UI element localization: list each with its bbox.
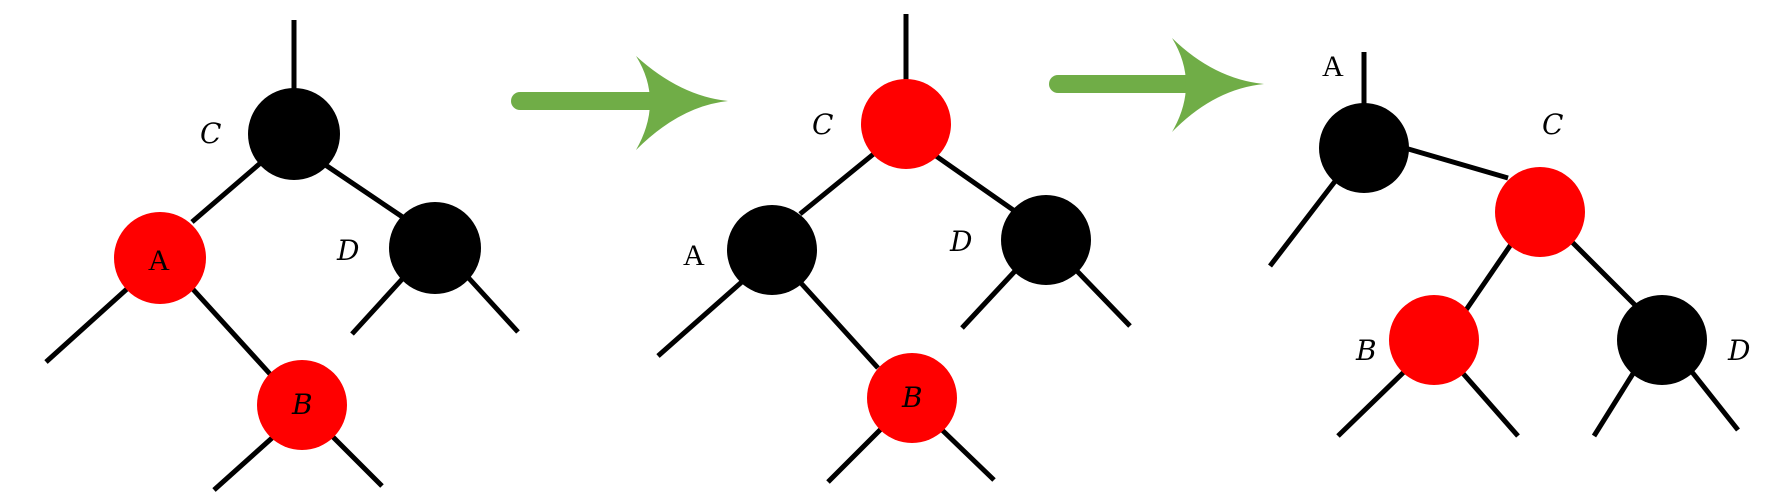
arrow1-head — [636, 56, 728, 150]
stage2-edge-d-right — [1074, 268, 1132, 328]
stage3-node-d — [1617, 295, 1707, 385]
stage2-node-a — [727, 205, 817, 295]
stage1-edge-b-right — [330, 434, 384, 488]
stage2-node-d — [1001, 195, 1091, 285]
stage1-edge-a-left — [44, 286, 130, 364]
stage3-edge-d-right — [1690, 370, 1740, 432]
stage2-edge-c-a — [798, 150, 878, 216]
stage1-edge-c-d — [322, 161, 406, 221]
stage2-edge-b-left — [826, 426, 884, 484]
stage3-edge-c-b — [1463, 238, 1517, 312]
stage2-node-b — [867, 353, 957, 443]
stage-1-tree: C A D B — [44, 20, 520, 492]
stage3-edge-c-d — [1568, 238, 1642, 312]
stage3-node-c — [1495, 167, 1585, 257]
stage2-edge-c-d — [934, 153, 1018, 215]
stage2-edge-a-b — [798, 280, 880, 370]
stage-3-tree: A C B D — [1268, 50, 1750, 438]
right-arrow-icon — [511, 56, 728, 150]
stage1-edge-d-left — [350, 274, 407, 336]
stage3-node-a — [1319, 103, 1409, 193]
stage2-label-a: A — [683, 239, 705, 272]
stage1-node-c — [248, 88, 340, 180]
stage3-label-b: B — [1355, 334, 1377, 367]
stage1-node-a — [114, 212, 206, 304]
stage1-edge-b-left — [212, 436, 274, 492]
stage1-edge-d-right — [463, 272, 520, 334]
stage2-label-b: B — [901, 381, 923, 414]
stage3-edge-b-right — [1458, 368, 1520, 438]
stage3-edge-d-left — [1591, 370, 1637, 438]
stage2-node-c — [861, 79, 951, 169]
stage3-label-d: D — [1727, 334, 1750, 367]
stage3-edge-b-left — [1336, 366, 1410, 438]
stage2-label-d: D — [949, 225, 972, 258]
stage3-node-b — [1389, 295, 1479, 385]
stage1-edge-a-b — [188, 284, 272, 376]
stage2-label-c: C — [812, 108, 833, 141]
stage1-node-d — [389, 202, 481, 294]
stage1-edge-c-a — [190, 158, 266, 224]
stage1-label-b: B — [291, 388, 313, 421]
stage3-edge-a-c — [1397, 143, 1509, 181]
stage2-edge-b-right — [938, 426, 996, 482]
stage2-edge-a-left — [656, 278, 746, 358]
stage1-node-b — [257, 360, 347, 450]
stage1-label-a: A — [148, 244, 170, 277]
stage3-label-c: C — [1542, 108, 1563, 141]
stage3-edge-a-left — [1268, 178, 1338, 268]
stage-2-tree: C A D B — [656, 14, 1132, 484]
stage2-edge-d-left — [960, 268, 1018, 330]
stage1-label-c: C — [200, 117, 221, 150]
right-arrow-icon — [1049, 38, 1264, 132]
stage1-label-d: D — [336, 234, 359, 267]
stage3-label-a: A — [1322, 50, 1344, 83]
arrow2-head — [1172, 38, 1264, 132]
